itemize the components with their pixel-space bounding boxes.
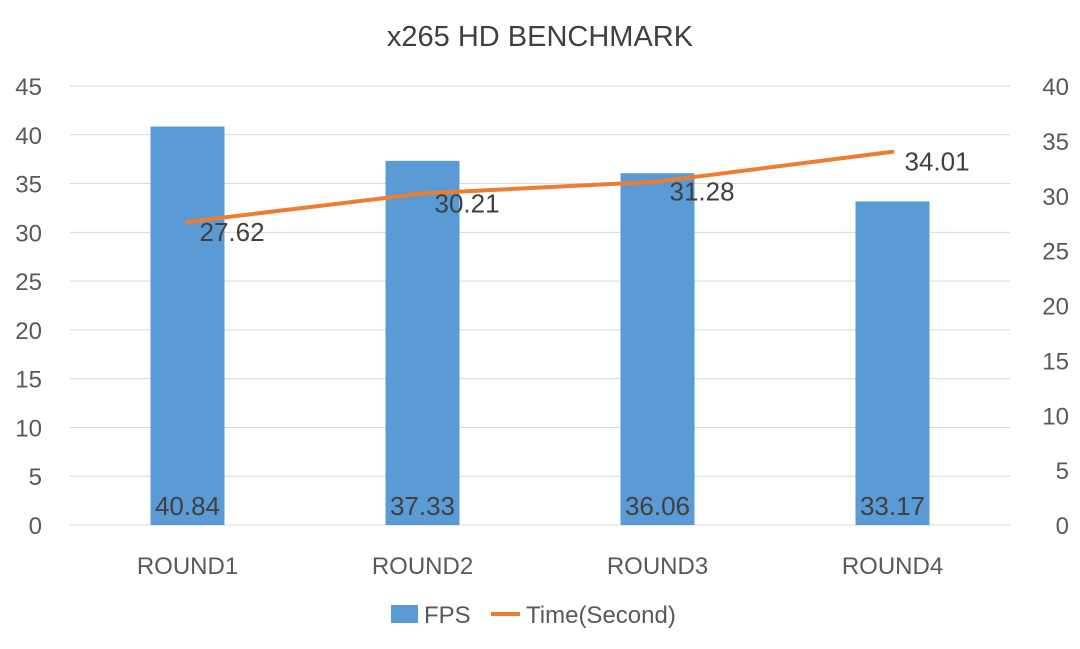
time-data-label: 30.21 — [435, 188, 500, 218]
time-line-series — [185, 149, 895, 224]
legend-fps-swatch — [391, 605, 418, 623]
axes: 0 5 10 15 20 25 30 35 40 45 0 5 10 15 20 25 30 35 40 ROUND1… — [15, 74, 1069, 580]
time-data-label: 34.01 — [905, 147, 970, 177]
legend[interactable]: FPS Time(Second) — [391, 602, 676, 629]
fps-bar — [855, 201, 930, 526]
x-axis-category-label: ROUND2 — [372, 553, 473, 580]
time-data-label: 31.28 — [670, 177, 735, 207]
fps-data-label: 33.17 — [860, 491, 925, 521]
left-axis-tick-label: 10 — [15, 415, 42, 442]
x-axis-category-label: ROUND1 — [137, 553, 238, 580]
left-axis-tick-label: 35 — [15, 172, 42, 199]
right-axis-tick-label: 35 — [1042, 129, 1069, 156]
legend-time-label: Time(Second) — [526, 602, 676, 629]
legend-fps-label: FPS — [424, 602, 471, 629]
left-axis-tick-label: 20 — [15, 318, 42, 345]
left-axis-tick-label: 45 — [15, 74, 42, 101]
fps-bar — [385, 160, 460, 525]
left-axis-tick-label: 30 — [15, 220, 42, 247]
data-labels: 40.84 37.33 36.06 33.17 27.62 30.21 31.28 34.01 — [155, 147, 970, 521]
right-axis-tick-label: 0 — [1056, 513, 1069, 540]
left-axis-tick-label: 5 — [29, 464, 42, 491]
fps-data-label: 37.33 — [390, 491, 455, 521]
time-line — [185, 149, 895, 224]
right-axis-tick-label: 15 — [1042, 348, 1069, 375]
fps-data-label: 36.06 — [625, 491, 690, 521]
left-axis-tick-label: 40 — [15, 123, 42, 150]
time-data-label: 27.62 — [200, 217, 265, 247]
x-axis-category-label: ROUND3 — [607, 553, 708, 580]
left-axis-tick-label: 25 — [15, 269, 42, 296]
right-axis-tick-label: 25 — [1042, 239, 1069, 266]
fps-bars — [150, 126, 930, 526]
fps-bar — [620, 173, 695, 525]
right-axis-tick-label: 20 — [1042, 294, 1069, 321]
fps-data-label: 40.84 — [155, 491, 220, 521]
right-axis-tick-label: 5 — [1056, 458, 1069, 485]
x-axis-category-label: ROUND4 — [842, 553, 943, 580]
right-axis-tick-label: 10 — [1042, 403, 1069, 430]
right-axis-tick-label: 30 — [1042, 184, 1069, 211]
gridlines — [70, 85, 1010, 526]
fps-bar — [150, 126, 225, 525]
left-axis-tick-label: 0 — [29, 513, 42, 540]
right-axis-tick-label: 40 — [1042, 74, 1069, 101]
left-axis-tick-label: 15 — [15, 367, 42, 394]
chart-title: x265 HD BENCHMARK — [387, 21, 694, 53]
